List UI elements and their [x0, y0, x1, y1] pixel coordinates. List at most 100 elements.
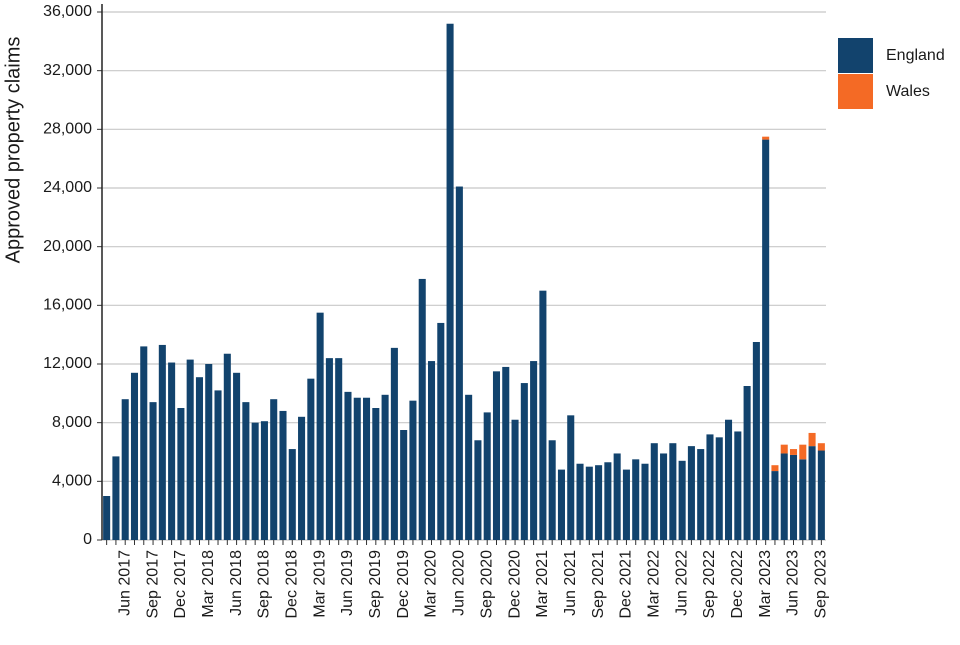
- x-tick-label: Sep 2023: [813, 550, 830, 619]
- x-tick-label: Dec 2019: [395, 550, 412, 619]
- bar: [808, 446, 816, 540]
- bar: [409, 400, 417, 540]
- bar: [400, 430, 408, 540]
- x-tick-label: Mar 2019: [311, 550, 328, 618]
- bar: [270, 399, 278, 540]
- x-tick-label: Sep 2020: [478, 550, 495, 619]
- bar: [576, 463, 584, 540]
- bar: [112, 456, 120, 540]
- bar: [817, 443, 825, 451]
- x-tick-label: Dec 2018: [284, 550, 301, 619]
- x-tick-label: Dec 2022: [729, 550, 746, 619]
- bar: [697, 449, 705, 540]
- x-tick-label: Jun 2017: [116, 550, 133, 616]
- legend-swatch: [838, 38, 873, 73]
- bar: [557, 469, 565, 540]
- bar: [530, 361, 538, 540]
- bar: [585, 466, 593, 540]
- bar: [121, 399, 129, 540]
- bar: [706, 434, 714, 540]
- bar: [418, 278, 426, 540]
- bar: [511, 419, 519, 540]
- legend-label: Wales: [886, 83, 930, 100]
- bar: [242, 402, 250, 540]
- bar: [780, 453, 788, 540]
- bar: [288, 449, 296, 540]
- bar: [650, 443, 658, 540]
- bar: [446, 23, 454, 540]
- bar: [595, 465, 603, 540]
- legend-label: England: [886, 47, 945, 64]
- bar: [103, 496, 111, 540]
- bar: [492, 371, 501, 540]
- bar: [335, 358, 343, 540]
- bar: [325, 358, 333, 540]
- bar: [260, 421, 268, 540]
- bar: [799, 444, 807, 460]
- bar: [808, 432, 816, 447]
- x-tick-label: Sep 2018: [256, 550, 273, 619]
- bar: [455, 186, 463, 541]
- bar: [177, 408, 185, 540]
- y-tick-label: 28,000: [43, 121, 92, 138]
- bar: [214, 390, 222, 540]
- x-tick-label: Jun 2021: [562, 550, 579, 616]
- x-tick-label: Mar 2021: [534, 550, 551, 618]
- bar: [725, 419, 733, 540]
- bar: [789, 449, 798, 455]
- y-tick-label: 24,000: [43, 179, 92, 196]
- y-tick-label: 16,000: [43, 297, 92, 314]
- bar: [762, 136, 770, 140]
- bar: [307, 378, 315, 540]
- x-tick-label: Dec 2021: [618, 550, 635, 619]
- bar: [158, 344, 166, 540]
- bar: [817, 450, 825, 540]
- x-tick-label: Jun 2018: [228, 550, 245, 616]
- y-tick-label: 4,000: [52, 473, 92, 490]
- y-tick-label: 12,000: [43, 355, 92, 372]
- bar: [678, 460, 686, 540]
- x-tick-label: Jun 2020: [451, 550, 468, 616]
- bar: [539, 290, 547, 540]
- bar: [762, 139, 770, 540]
- bar: [789, 454, 798, 540]
- bar: [279, 410, 287, 540]
- bar: [483, 412, 491, 540]
- bar: [520, 383, 528, 540]
- bar: [316, 312, 324, 540]
- bar: [780, 444, 788, 454]
- bar: [205, 364, 213, 540]
- y-tick-label: 8,000: [52, 414, 92, 431]
- bar: [437, 322, 445, 540]
- bar: [752, 342, 760, 540]
- bar: [140, 346, 148, 540]
- y-tick-label: 32,000: [43, 62, 92, 79]
- bar: [186, 359, 194, 540]
- bar: [381, 394, 389, 540]
- bar: [734, 431, 742, 540]
- legend-swatch: [838, 74, 873, 109]
- bar: [799, 459, 807, 540]
- bar: [465, 394, 473, 540]
- bar: [390, 347, 398, 540]
- bar: [168, 362, 176, 540]
- bar: [298, 416, 306, 540]
- x-tick-label: Dec 2017: [172, 550, 189, 619]
- bar: [130, 372, 139, 540]
- bar: [613, 453, 621, 540]
- bar: [687, 446, 695, 540]
- bar: [363, 397, 371, 540]
- bar: [669, 443, 677, 540]
- x-tick-label: Mar 2020: [423, 550, 440, 618]
- x-tick-label: Sep 2021: [590, 550, 607, 619]
- bar: [715, 437, 723, 540]
- y-tick-label: 20,000: [43, 238, 92, 255]
- bar: [604, 462, 612, 540]
- x-tick-label: Sep 2022: [701, 550, 718, 619]
- bar: [233, 372, 241, 540]
- x-tick-label: Sep 2017: [144, 550, 161, 619]
- bar: [660, 453, 668, 540]
- bar: [474, 440, 482, 540]
